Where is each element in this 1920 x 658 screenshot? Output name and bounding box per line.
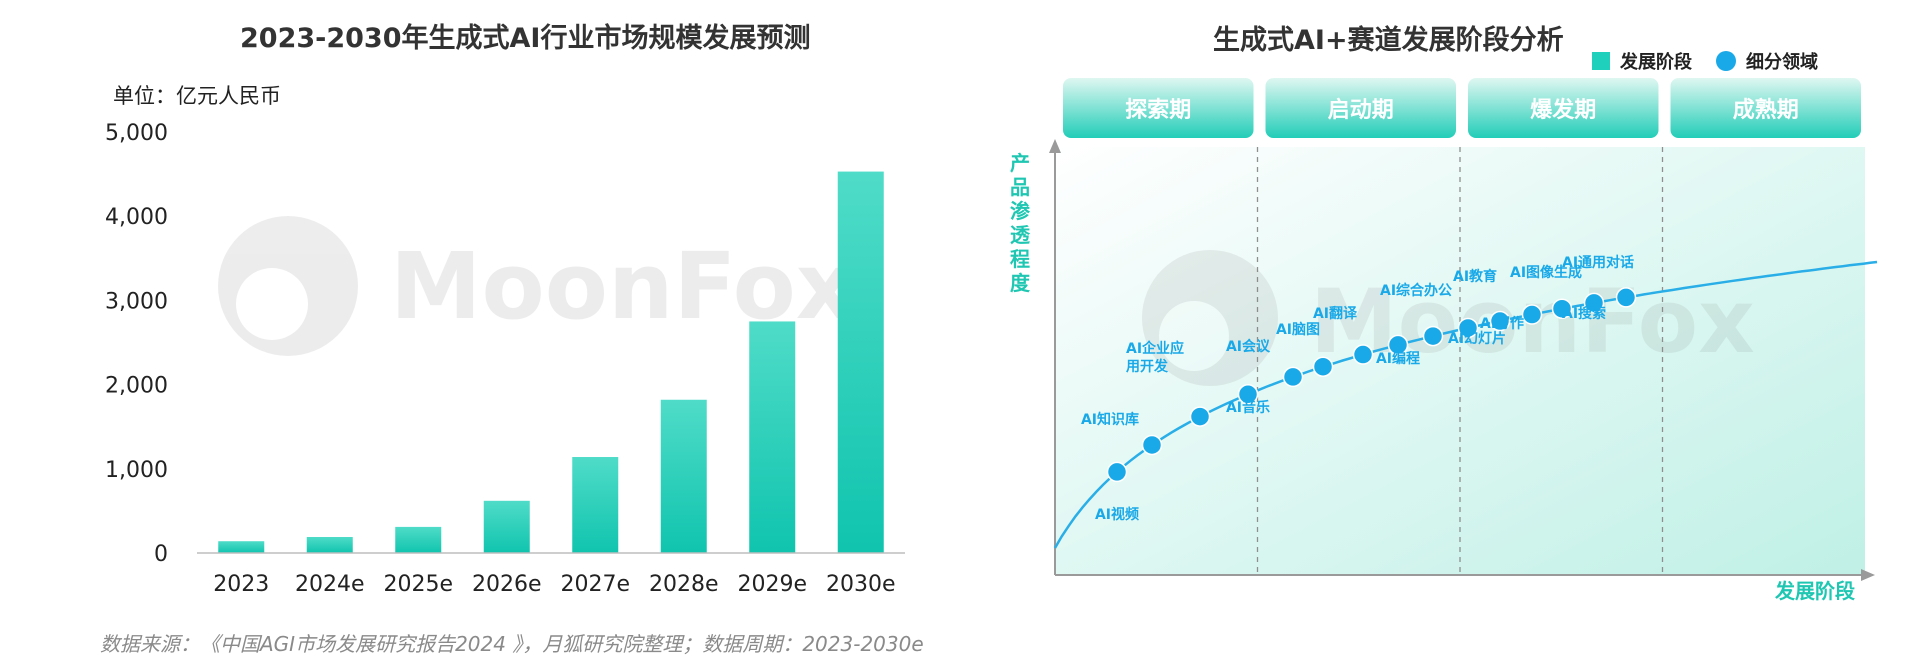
y-tick-label: 3,000 (105, 289, 168, 314)
segment-label: AI会议 (1226, 338, 1271, 355)
segment-point (1387, 334, 1409, 356)
legend-label: 细分领域 (1746, 52, 1818, 73)
x-tick-label: 2023 (213, 572, 269, 597)
y-tick-label: 0 (154, 542, 168, 567)
segment-label: AI图像生成 (1510, 264, 1582, 281)
y-tick-label: 2,000 (105, 374, 168, 399)
legend-label: 发展阶段 (1620, 52, 1692, 73)
segment-point (1521, 304, 1543, 325)
legend-item-stage: 发展阶段 (1592, 48, 1692, 74)
segment-point (1551, 298, 1573, 319)
segment-point (1457, 317, 1479, 339)
bar-2029e (749, 321, 796, 553)
x-tick-label: 2025e (383, 572, 453, 597)
stage-label: 成熟期 (1733, 97, 1799, 123)
segment-label: AI通用对话 (1562, 254, 1634, 271)
legend: 发展阶段 细分领域 (1592, 48, 1818, 74)
segment-label: AI翻译 (1313, 305, 1358, 322)
watermark-logo: MoonFox (1142, 250, 1755, 386)
x-tick-label: 2026e (472, 572, 542, 597)
x-axis-arrow-icon (1861, 569, 1875, 581)
segment-label: AI综合办公 (1380, 282, 1452, 299)
y-axis-label: 产品渗透程度 (1010, 151, 1031, 295)
segment-point (1489, 310, 1511, 332)
y-tick-label: 1,000 (105, 458, 168, 483)
bar-2028e (660, 399, 707, 553)
segment-point (1237, 384, 1259, 405)
segment-point (1189, 406, 1211, 427)
segment-point (1352, 344, 1374, 365)
x-tick-label: 2028e (649, 572, 719, 597)
stage-label: 爆发期 (1530, 97, 1596, 123)
bar-2026e (483, 500, 530, 553)
stage-header-4 (1670, 78, 1861, 138)
segment-point (1312, 356, 1334, 377)
stage-header-1 (1063, 78, 1254, 138)
y-axis-arrow-icon (1049, 139, 1061, 153)
segment-point (1583, 292, 1605, 314)
left-chart-title: 2023-2030年生成式AI行业市场规模发展预测 (240, 23, 811, 54)
segment-label: AI编程 (1376, 350, 1420, 367)
source-note: 数据来源：《中国AGI市场发展研究报告2024 》，月狐研究院整理；数据周期：2… (100, 632, 924, 656)
stage-header-2 (1265, 78, 1456, 138)
segment-label: AI知识库 (1081, 411, 1139, 428)
segment-label: AI写作 (1480, 315, 1524, 332)
legend-item-segment: 细分领域 (1716, 48, 1818, 74)
bar-2024e (306, 537, 353, 553)
legend-square-icon (1592, 52, 1610, 70)
legend-dot-icon (1716, 51, 1736, 71)
x-tick-label: 2027e (560, 572, 630, 597)
stage-header-3 (1468, 78, 1659, 138)
segment-point (1106, 461, 1128, 483)
stage-label: 探索期 (1125, 97, 1191, 123)
x-tick-label: 2024e (295, 572, 365, 597)
bar-2023 (218, 541, 265, 553)
x-axis-label: 发展阶段 (1774, 579, 1855, 603)
segment-label: AI视频 (1095, 506, 1139, 523)
segment-label: AI脑图 (1276, 321, 1320, 338)
y-tick-label: 5,000 (105, 121, 168, 146)
segment-label: AI搜索 (1562, 305, 1606, 322)
segment-point (1422, 325, 1444, 347)
segment-label: AI幻灯片 (1448, 330, 1506, 347)
bar-2025e (395, 526, 442, 553)
right-chart-title: 生成式AI+赛道发展阶段分析 (1213, 25, 1564, 56)
x-tick-label: 2030e (826, 572, 896, 597)
segment-label: AI企业应用开发 (1126, 340, 1184, 375)
segment-point (1141, 434, 1163, 456)
segment-label: AI音乐 (1226, 399, 1270, 416)
left-chart-unit: 单位：亿元人民币 (113, 84, 281, 108)
segment-label: AI教育 (1453, 268, 1497, 285)
bar-2027e (572, 457, 619, 553)
segment-point (1615, 287, 1637, 308)
bar-2030e (837, 171, 884, 553)
x-tick-label: 2029e (737, 572, 807, 597)
y-tick-label: 4,000 (105, 205, 168, 230)
stage-label: 启动期 (1328, 97, 1394, 123)
segment-point (1282, 366, 1304, 388)
